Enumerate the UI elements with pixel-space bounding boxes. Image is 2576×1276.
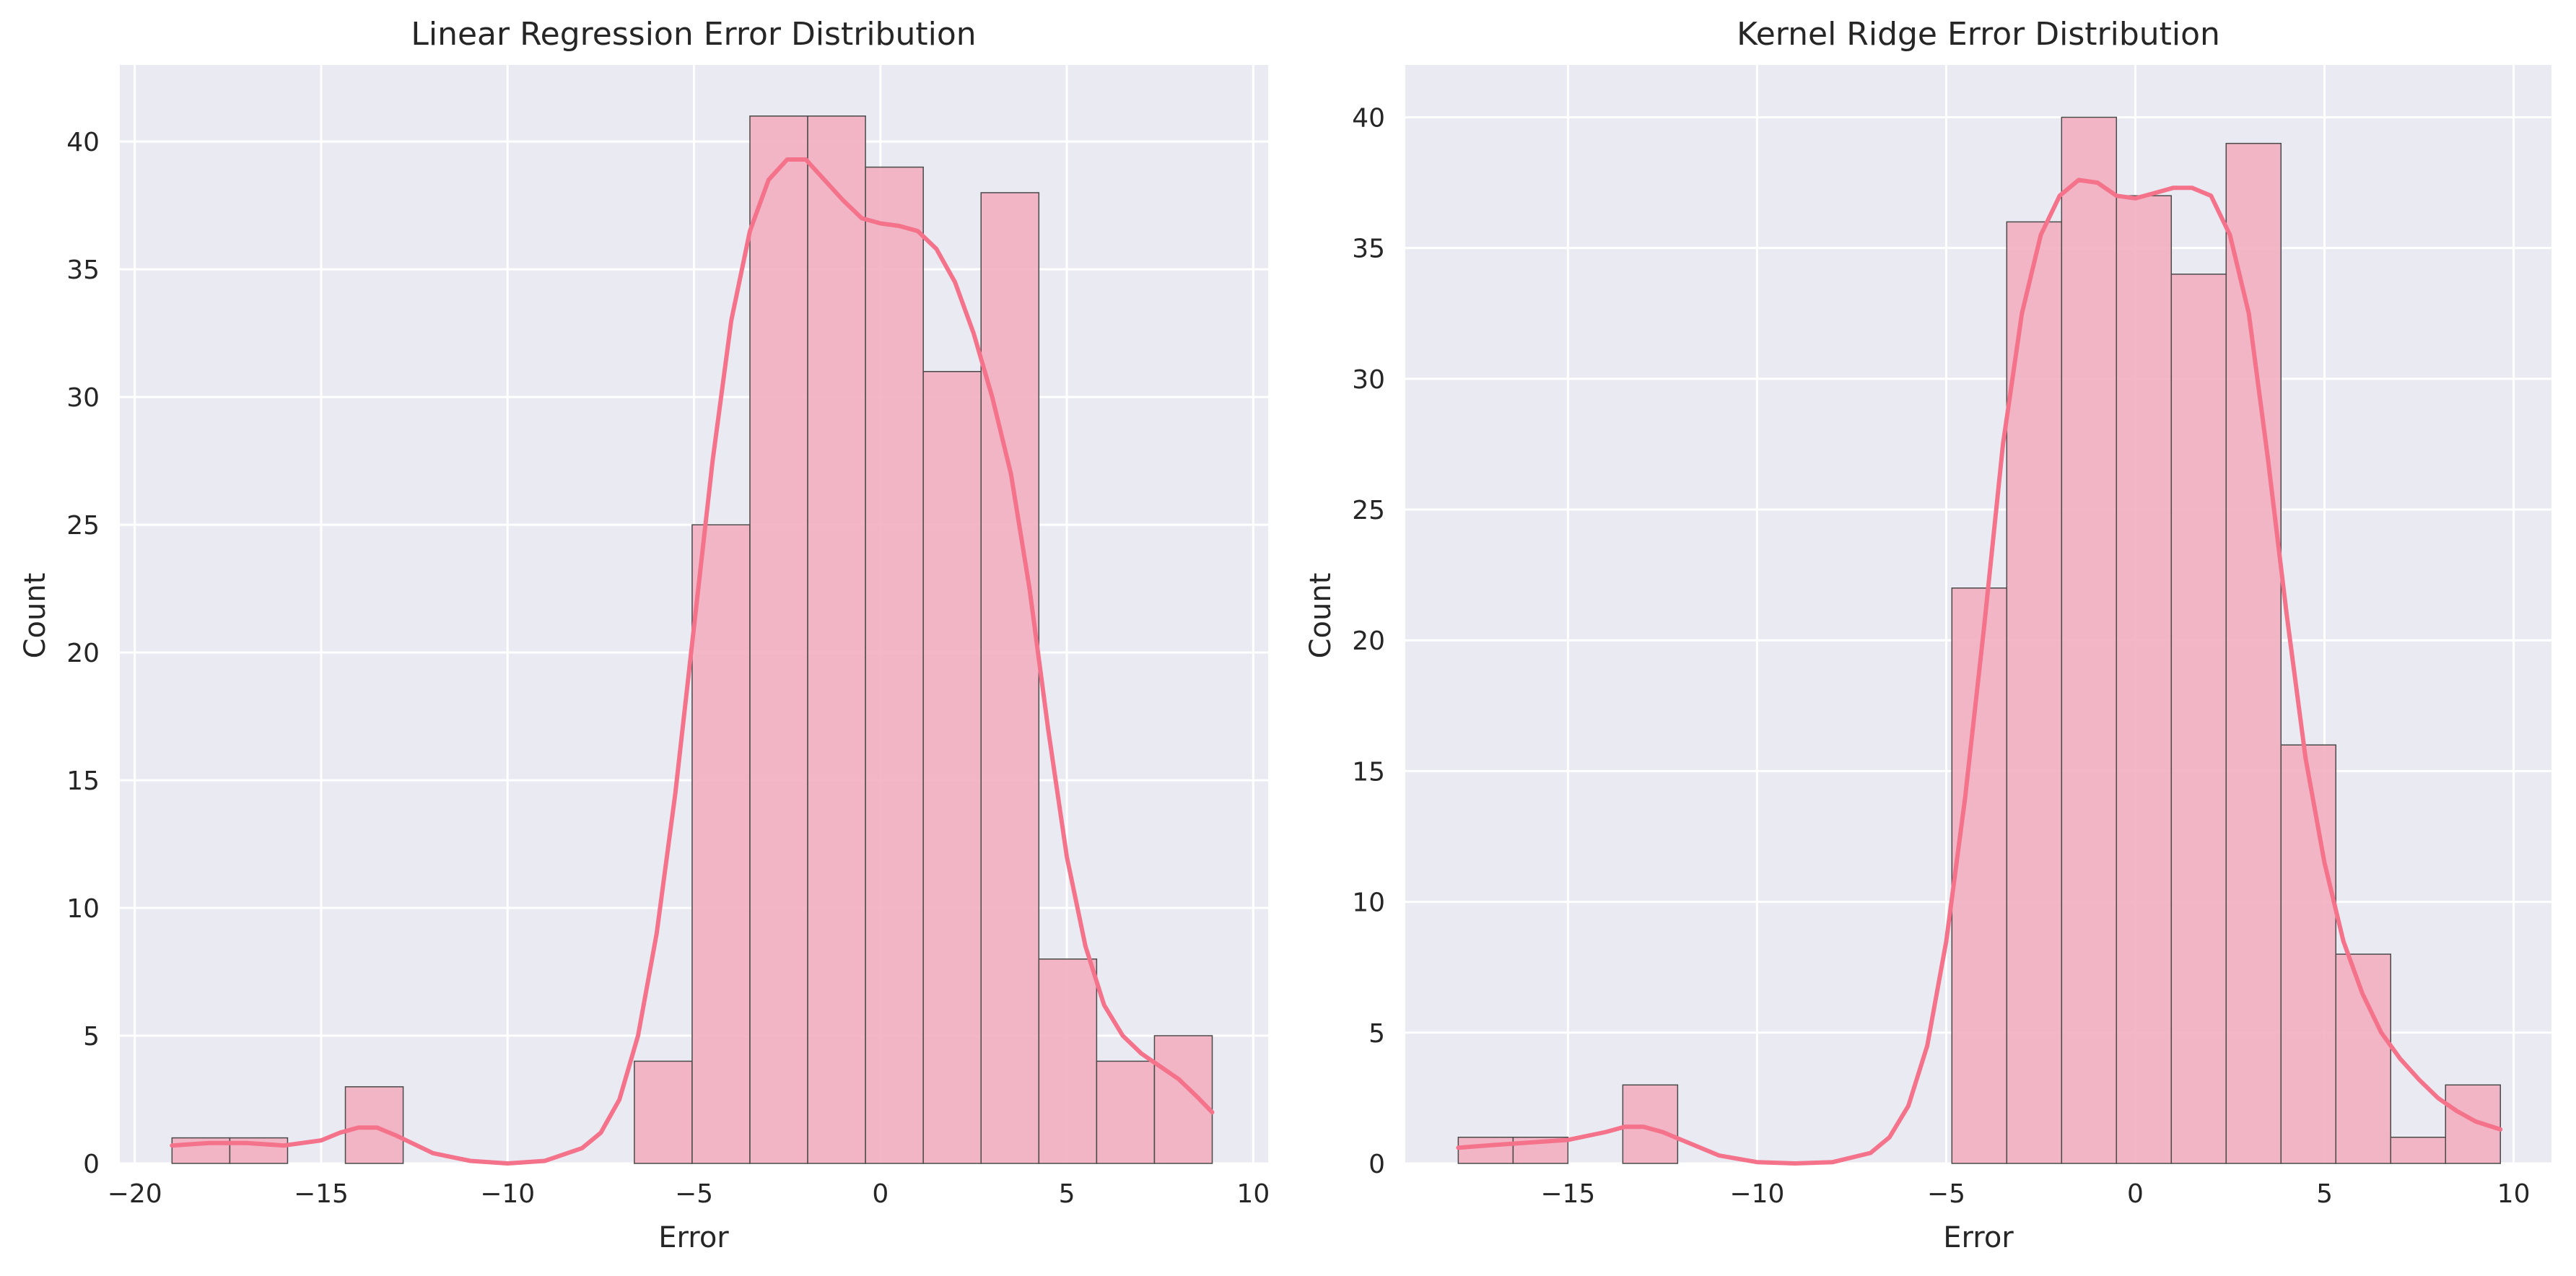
chart-title: Kernel Ridge Error Distribution xyxy=(1737,16,2220,53)
y-tick-label: 10 xyxy=(1352,888,1385,918)
x-tick-label: −10 xyxy=(1729,1179,1784,1209)
chart-title: Linear Regression Error Distribution xyxy=(411,16,976,53)
x-tick-label: 5 xyxy=(1059,1179,1075,1209)
y-tick-label: 0 xyxy=(83,1150,100,1179)
y-tick-label: 35 xyxy=(1352,235,1385,264)
y-axis-label: Count xyxy=(1304,573,1337,659)
y-tick-label: 30 xyxy=(66,383,100,413)
histogram-bar xyxy=(634,1060,693,1164)
y-tick-label: 25 xyxy=(1352,496,1385,525)
y-tick-label: 40 xyxy=(1352,103,1385,133)
histogram-bar xyxy=(1038,958,1098,1164)
y-tick-label: 15 xyxy=(66,766,100,796)
histogram-bar xyxy=(1096,1060,1156,1164)
x-tick-label: −15 xyxy=(1540,1179,1595,1209)
x-tick-label: 10 xyxy=(1236,1179,1270,1209)
chart-panel-kernel-ridge: −15 −10 −5 0 5 10 0 5 10 15 20 25 30 35 40 Kernel Rid… xyxy=(1304,16,2551,1254)
histogram-bar xyxy=(980,192,1040,1164)
x-tick-label: −20 xyxy=(108,1179,162,1209)
y-tick-label: 5 xyxy=(1368,1019,1385,1049)
histogram-bar xyxy=(691,524,751,1164)
histogram-bar xyxy=(807,115,866,1164)
histogram-bar xyxy=(2116,195,2173,1164)
kde-curve xyxy=(1456,178,2503,1166)
y-tick-label: 40 xyxy=(66,128,100,157)
chart-panel-linear-regression: −20 −15 −10 −5 0 5 10 0 5 10 15 20 25 30 35 40 Linear … xyxy=(19,16,1270,1254)
y-tick-label: 30 xyxy=(1352,365,1385,395)
histogram-bar xyxy=(922,370,982,1164)
histogram-bar xyxy=(2225,142,2282,1164)
x-tick-label: 5 xyxy=(2316,1179,2333,1209)
y-tick-labels: 0 5 10 15 20 25 30 35 40 xyxy=(1352,103,1385,1179)
x-axis-label: Error xyxy=(1943,1221,2014,1254)
histogram-bar xyxy=(2280,744,2337,1164)
y-tick-label: 15 xyxy=(1352,757,1385,787)
histogram-bar xyxy=(1153,1035,1213,1164)
x-tick-label: 0 xyxy=(2127,1179,2144,1209)
y-axis-label: Count xyxy=(19,573,52,659)
histogram-bar xyxy=(344,1086,404,1164)
histogram-bar xyxy=(865,166,924,1164)
y-tick-label: 20 xyxy=(1352,626,1385,656)
x-tick-label: −5 xyxy=(675,1179,713,1209)
histogram-bar xyxy=(2006,221,2063,1164)
x-tick-label: −5 xyxy=(1927,1179,1965,1209)
histogram-bars xyxy=(171,115,1213,1164)
histogram-bar xyxy=(2170,274,2227,1164)
histogram-bars xyxy=(1457,116,2501,1164)
y-tick-label: 25 xyxy=(66,511,100,541)
y-tick-label: 35 xyxy=(66,255,100,285)
kde-curve xyxy=(170,157,1215,1166)
histogram-bar xyxy=(2061,116,2118,1164)
histogram-bar xyxy=(2390,1137,2447,1164)
x-tick-label: −10 xyxy=(480,1179,535,1209)
y-tick-label: 20 xyxy=(66,639,100,668)
x-tick-labels: −15 −10 −5 0 5 10 xyxy=(1540,1179,2530,1209)
x-tick-label: 0 xyxy=(872,1179,888,1209)
histogram-bar xyxy=(1622,1084,1679,1164)
x-tick-label: 10 xyxy=(2497,1179,2531,1209)
y-tick-label: 10 xyxy=(66,894,100,924)
x-tick-labels: −20 −15 −10 −5 0 5 10 xyxy=(108,1179,1270,1209)
y-tick-label: 0 xyxy=(1368,1150,1385,1179)
x-tick-label: −15 xyxy=(294,1179,349,1209)
x-axis-label: Error xyxy=(658,1221,729,1254)
histogram-bar xyxy=(749,115,808,1164)
histogram-bar xyxy=(2335,953,2392,1164)
y-tick-labels: 0 5 10 15 20 25 30 35 40 xyxy=(66,128,100,1179)
histogram-bar xyxy=(1457,1137,1514,1164)
y-tick-label: 5 xyxy=(83,1022,100,1052)
histogram-bar xyxy=(2445,1084,2501,1164)
